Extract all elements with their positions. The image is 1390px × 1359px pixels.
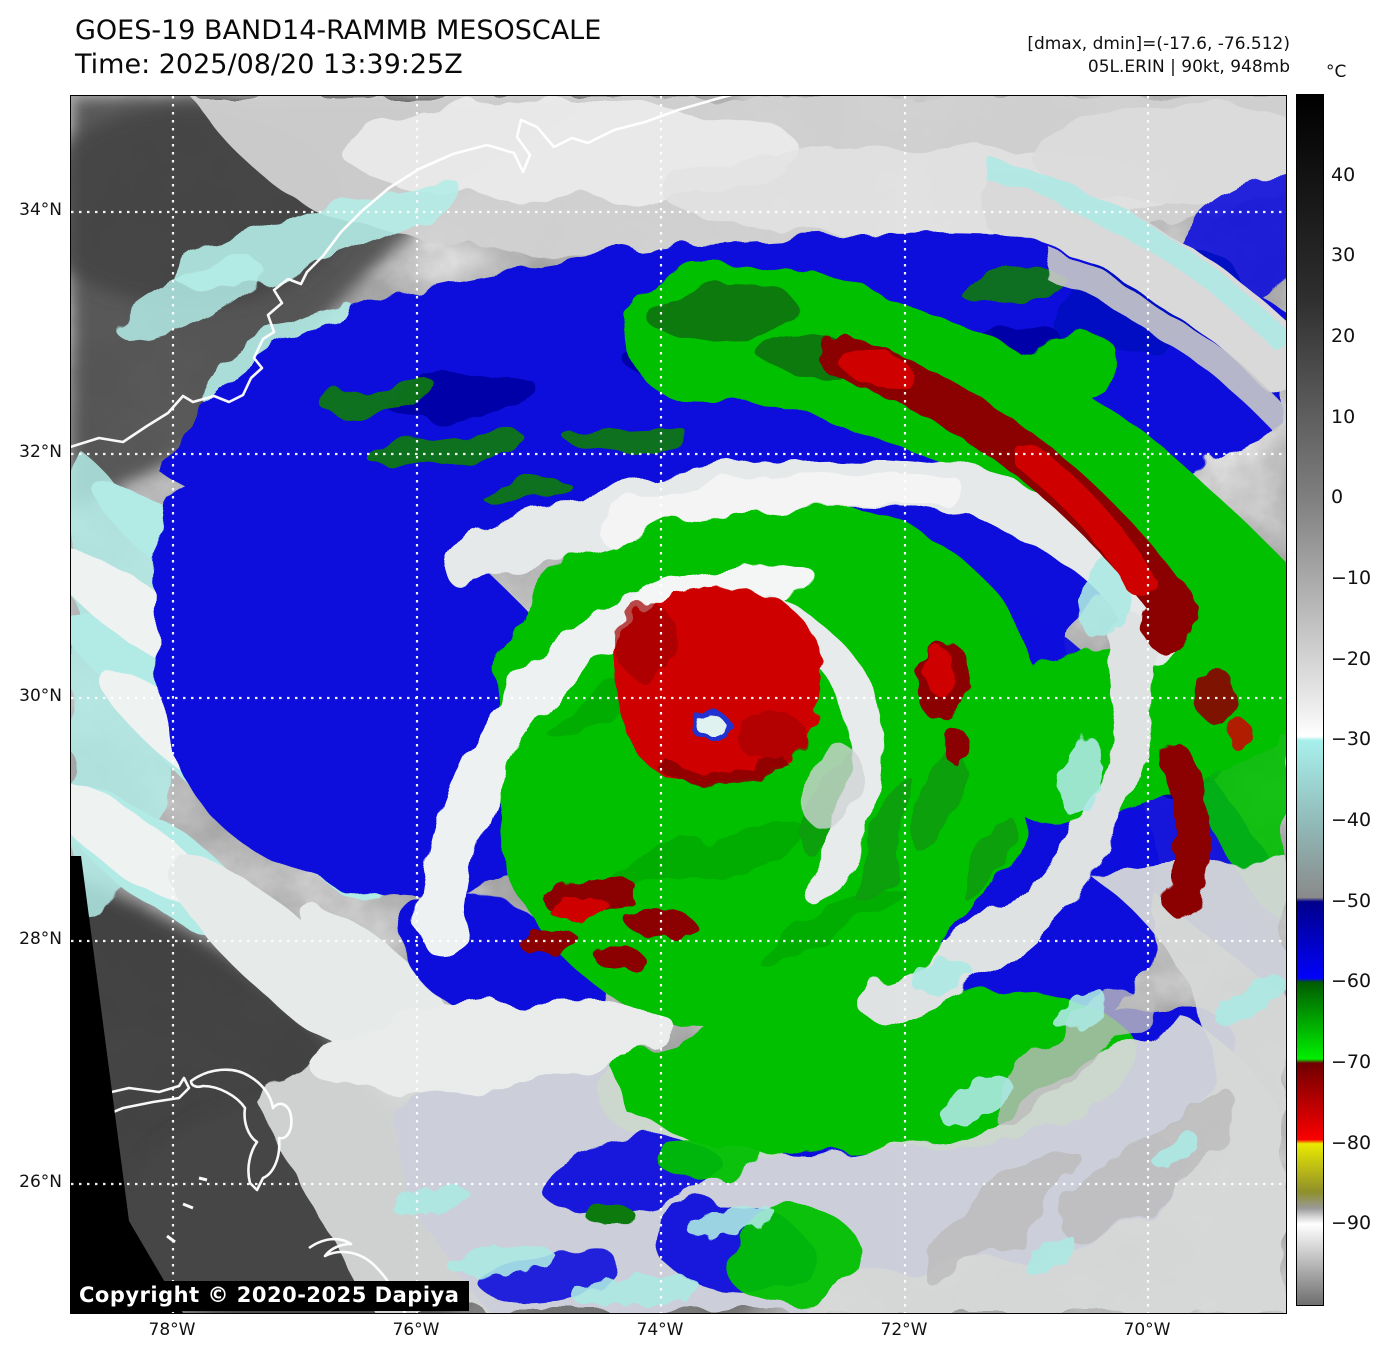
lat-tick-label: 26°N bbox=[19, 1172, 62, 1192]
colorbar-tick-label: 40 bbox=[1331, 163, 1356, 186]
lat-tick-label: 34°N bbox=[19, 200, 62, 220]
abaco-coastline bbox=[189, 1068, 293, 1192]
colorbar-tick-label: −60 bbox=[1331, 970, 1372, 993]
colorbar-tick-label: 0 bbox=[1331, 486, 1344, 509]
lon-tick-label: 76°W bbox=[392, 1320, 440, 1340]
eleuthera-coastline bbox=[308, 1237, 407, 1313]
colorbar-tick-label: −80 bbox=[1331, 1131, 1372, 1154]
no-data-wedge bbox=[71, 856, 183, 1313]
lon-tick-label: 78°W bbox=[148, 1320, 196, 1340]
lat-tick-label: 30°N bbox=[19, 686, 62, 706]
lat-tick-label: 28°N bbox=[19, 929, 62, 949]
carolina-coastline bbox=[71, 96, 733, 449]
colorbar-tick-label: −50 bbox=[1331, 889, 1372, 912]
colorbar-tick-label: −90 bbox=[1331, 1212, 1372, 1235]
hurricane-eye bbox=[691, 710, 731, 742]
graticule-gridlines bbox=[71, 96, 1286, 1313]
satellite-map-plot bbox=[70, 95, 1287, 1314]
white-moat-bands bbox=[256, 160, 1286, 1313]
header-info-block: [dmax, dmin]=(-17.6, -76.512) 05L.ERIN |… bbox=[1027, 33, 1290, 79]
hurricane-satellite-image bbox=[71, 96, 1286, 1313]
storm-info-label: 05L.ERIN | 90kt, 948mb bbox=[1087, 57, 1290, 77]
lon-tick-label: 74°W bbox=[636, 1320, 684, 1340]
timestamp: Time: 2025/08/20 13:39:25Z bbox=[75, 49, 463, 80]
red-coldest-tops-layer bbox=[519, 334, 1253, 970]
dmax-dmin-label: [dmax, dmin]=(-17.6, -76.512) bbox=[1027, 34, 1290, 54]
lat-tick-label: 32°N bbox=[19, 442, 62, 462]
page-title: GOES-19 BAND14-RAMMB MESOSCALE bbox=[75, 15, 602, 46]
lon-tick-label: 72°W bbox=[880, 1320, 928, 1340]
cyan-fringe-flecks bbox=[391, 553, 1286, 1307]
lon-tick-label: 70°W bbox=[1123, 1320, 1171, 1340]
header-block: GOES-19 BAND14-RAMMB MESOSCALE Time: 202… bbox=[75, 14, 601, 82]
colorbar-tick-label: −10 bbox=[1331, 567, 1372, 589]
copyright-label: Copyright © 2020-2025 Dapiya bbox=[71, 1281, 470, 1311]
colorbar-tick-label: −30 bbox=[1331, 728, 1372, 751]
temperature-colorbar bbox=[1296, 94, 1324, 1306]
colorbar-unit-label: °C bbox=[1326, 62, 1347, 82]
bottom-mixed-patches bbox=[481, 1129, 861, 1308]
colorbar-tick-label: 30 bbox=[1331, 244, 1356, 267]
colorbar-tick-label: −70 bbox=[1331, 1051, 1372, 1073]
colorbar-tick-label: −40 bbox=[1331, 809, 1372, 831]
colorbar-tick-label: 20 bbox=[1331, 325, 1356, 347]
colorbar-tick-label: 10 bbox=[1331, 405, 1356, 428]
colorbar-tick-label: −20 bbox=[1331, 647, 1372, 670]
